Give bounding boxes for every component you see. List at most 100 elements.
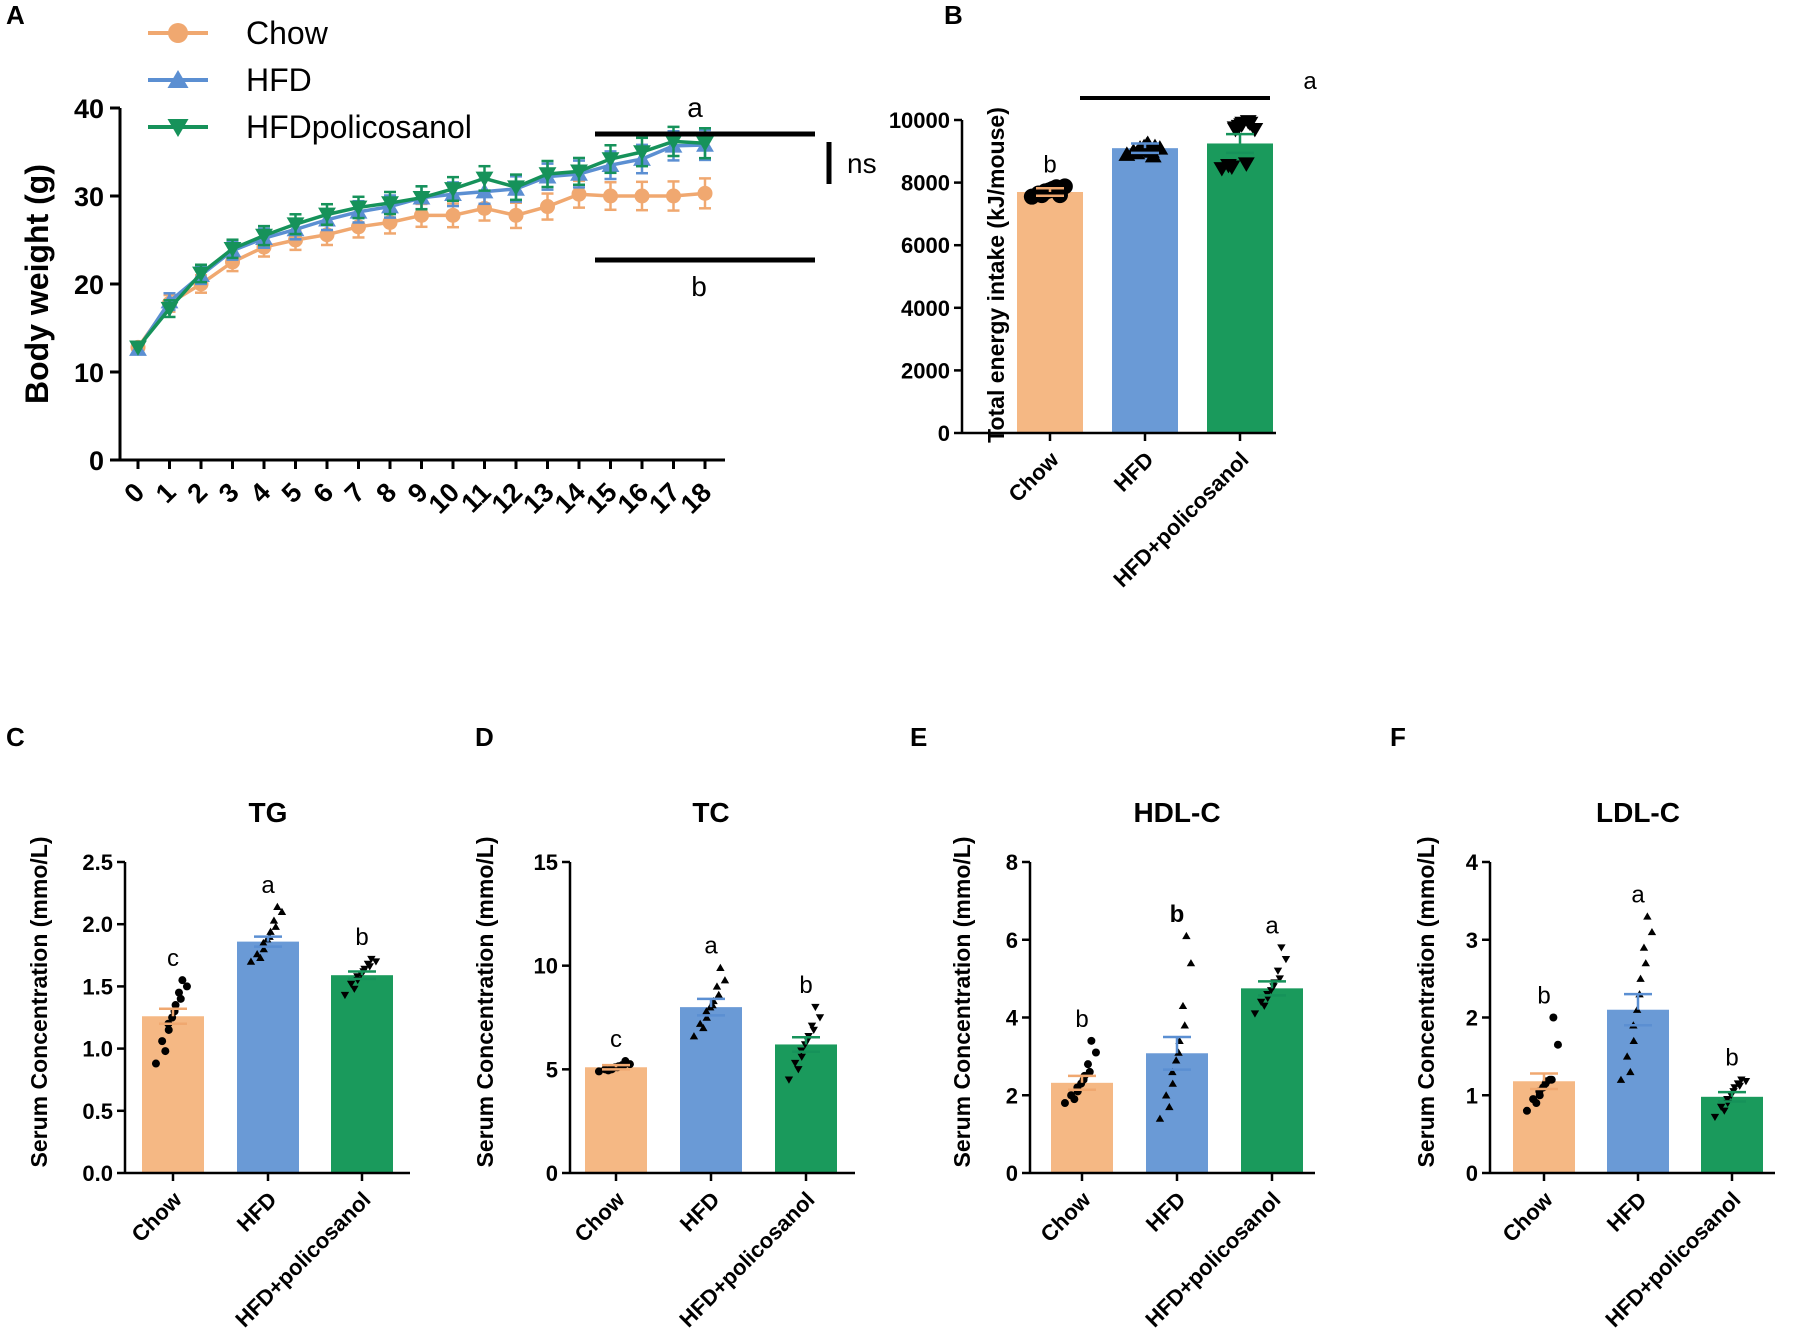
legend-marker-Chow <box>168 23 188 43</box>
point-e-HFD <box>1168 1067 1177 1076</box>
point-HFDpolicosanol-16 <box>633 145 651 161</box>
y-tick-label-a: 30 <box>74 182 104 212</box>
point-c-Chow <box>171 1001 180 1010</box>
point-Chow-9 <box>414 207 429 223</box>
point-e-HFD+policosanol <box>1281 955 1291 964</box>
y-tick-label-b: 8000 <box>901 171 950 196</box>
y-axis-label-b: Total energy intake (kJ/mouse) <box>983 107 1009 443</box>
y-tick-label-c: 2.0 <box>82 912 113 937</box>
point-e-HFD <box>1161 1091 1171 1099</box>
y-tick-label-c: 2.5 <box>82 850 113 875</box>
point-c-HFD+policosanol <box>371 958 381 966</box>
point-d-Chow <box>594 1067 603 1076</box>
point-f-HFD+policosanol <box>1716 1103 1726 1111</box>
sig-letter-b-bracket: a <box>1303 68 1317 95</box>
point-f-HFD <box>1647 927 1657 936</box>
point-d-HFD+policosanol <box>807 1022 817 1030</box>
x-tick-label-a: 5 <box>276 477 308 509</box>
x-tick-label-f: Chow <box>1498 1186 1559 1247</box>
y-axis-label-f: Serum Concentration (mmo/L) <box>1413 837 1439 1168</box>
panel-label-c: C <box>6 722 25 752</box>
panel-label-a: A <box>6 0 25 30</box>
point-HFDpolicosanol-12 <box>507 180 525 196</box>
point-HFDpolicosanol-6 <box>318 207 336 223</box>
point-HFDpolicosanol-10 <box>444 182 462 198</box>
legend-marker-HFDpolicosanol <box>167 119 189 137</box>
point-d-HFD+policosanol <box>811 1003 820 1012</box>
point-e-Chow <box>1067 1091 1076 1100</box>
y-tick-label-a: 10 <box>74 358 104 388</box>
point-HFDpolicosanol-14 <box>570 164 588 180</box>
y-tick-label-a: 0 <box>89 446 104 476</box>
y-tick-label-c: 0.0 <box>82 1161 113 1186</box>
x-tick-label-e: HFD <box>1141 1187 1191 1237</box>
sig-letter-b: b <box>1043 151 1056 178</box>
bar-b-Chow <box>1017 191 1083 433</box>
x-tick-label-a: 6 <box>307 477 339 509</box>
x-tick-label-a: 2 <box>181 477 213 509</box>
point-e-HFD+policosanol <box>1273 967 1283 975</box>
y-tick-label-d: 0 <box>546 1161 558 1186</box>
bar-f-HFD <box>1607 1009 1669 1173</box>
point-e-HFD <box>1174 1048 1183 1056</box>
x-tick-label-a: 1 <box>150 477 182 509</box>
x-tick-label-b: Chow <box>1004 446 1065 507</box>
point-HFDpolicosanol-15 <box>601 152 620 168</box>
y-tick-label-e: 2 <box>1006 1083 1018 1108</box>
point-d-HFD+policosanol <box>784 1076 794 1084</box>
y-tick-label-a: 40 <box>74 94 104 124</box>
point-e-HFD <box>1182 931 1191 940</box>
y-tick-label-e: 4 <box>1006 1006 1019 1031</box>
y-tick-label-b: 4000 <box>901 296 950 321</box>
bar-b-HFD <box>1112 148 1178 434</box>
legend-label-HFD: HFD <box>246 62 312 98</box>
sig-letter-f: a <box>1631 881 1645 908</box>
point-e-HFD+policosanol <box>1250 1010 1260 1018</box>
y-tick-label-f: 4 <box>1466 850 1479 875</box>
point-f-HFD+policosanol <box>1720 1107 1729 1115</box>
point-f-HFD <box>1622 1052 1632 1060</box>
point-d-HFD+policosanol <box>790 1059 800 1068</box>
x-tick-label-a: 7 <box>339 477 371 509</box>
point-Chow-12 <box>508 207 524 223</box>
point-e-HFD+policosanol <box>1260 1002 1269 1010</box>
sig-letter-c: a <box>261 872 275 899</box>
sig-letter-e: b <box>1075 1006 1088 1033</box>
point-e-HFD <box>1180 1021 1189 1029</box>
point-d-HFD <box>699 1023 708 1032</box>
point-e-Chow <box>1091 1048 1100 1057</box>
panel-label-d: D <box>475 722 494 752</box>
y-tick-label-f: 0 <box>1466 1161 1478 1186</box>
series-HFD <box>129 128 714 356</box>
sig-letter-f: b <box>1537 983 1550 1010</box>
point-HFDpolicosanol-9 <box>412 190 431 207</box>
point-e-HFD+policosanol <box>1275 975 1284 983</box>
x-tick-label-c: Chow <box>127 1186 188 1247</box>
point-d-HFD <box>689 1032 699 1040</box>
legend-a: Chow HFD HFDpolicosanol <box>148 15 472 145</box>
point-d-HFD <box>712 982 722 990</box>
chart-title-c: TG <box>249 797 288 828</box>
point-c-HFD+policosanol <box>367 955 376 964</box>
bar-d-HFD <box>680 1007 742 1173</box>
series-line-HFDpolicosanol <box>136 139 706 349</box>
legend-label-HFDpolicosanol: HFDpolicosanol <box>246 109 472 145</box>
bar-c-HFD <box>237 941 299 1173</box>
y-tick-label-d: 5 <box>546 1057 558 1082</box>
ns-label: ns <box>847 148 877 179</box>
sig-letter-f: b <box>1725 1045 1738 1072</box>
panel-label-b: B <box>944 0 963 30</box>
point-d-HFD <box>695 1019 705 1027</box>
point-e-Chow <box>1083 1060 1092 1069</box>
point-c-HFD <box>269 916 279 924</box>
point-d-HFD+policosanol <box>809 1026 818 1034</box>
point-e-HFD <box>1186 959 1196 967</box>
y-tick-label-d: 15 <box>534 850 558 875</box>
chart-title-e: HDL-C <box>1133 797 1220 828</box>
bar-f-HFD+policosanol <box>1701 1096 1763 1173</box>
point-HFDpolicosanol-8 <box>381 196 399 212</box>
sig-letter-d: a <box>704 933 718 960</box>
point-d-HFD <box>716 963 725 971</box>
point-c-HFD <box>271 922 280 930</box>
